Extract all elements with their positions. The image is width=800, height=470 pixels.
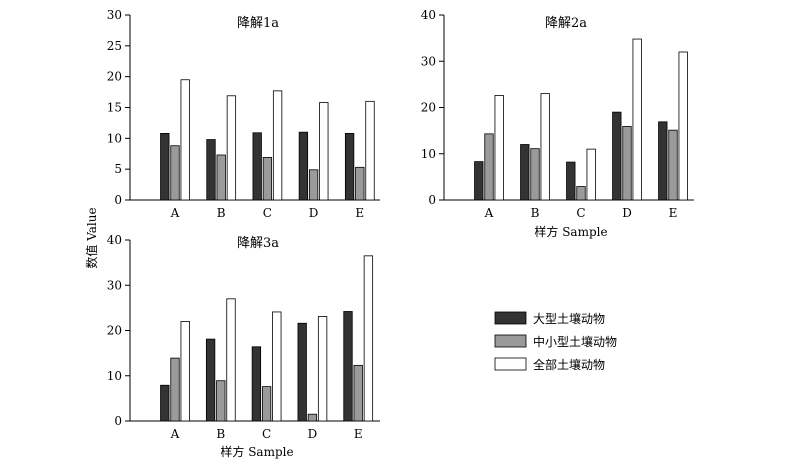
y-tick-label: 40 <box>107 233 122 247</box>
bar-series3-D <box>319 102 329 201</box>
y-tick-label: 0 <box>114 414 122 428</box>
bar-series2-E <box>355 166 365 201</box>
x-axis-label: 样方 Sample <box>534 224 607 239</box>
bar-series2-D <box>308 169 319 201</box>
x-tick-label: D <box>309 206 319 220</box>
bar-series1-B <box>206 139 216 201</box>
x-tick-label: B <box>217 206 226 220</box>
bar-series3-C <box>272 311 282 422</box>
bar-series1-D <box>612 111 622 201</box>
y-tick-label: 10 <box>107 131 122 145</box>
bar-series2-B <box>216 154 226 201</box>
bar-series1-E <box>658 121 668 201</box>
x-tick-label: E <box>355 206 364 220</box>
y-tick-label: 0 <box>428 193 436 207</box>
bar-series1-C <box>566 161 576 201</box>
bar-series2-E <box>353 364 363 422</box>
bar-series1-E <box>343 311 353 422</box>
bar-series3-A <box>494 95 504 201</box>
bar-series1-C <box>251 346 262 422</box>
x-tick-label: E <box>669 206 678 220</box>
x-tick-label: B <box>531 206 540 220</box>
bar-series1-D <box>298 131 309 201</box>
legend-swatch-2 <box>494 334 527 348</box>
x-tick-label: D <box>308 427 318 441</box>
bar-series1-D <box>297 322 307 422</box>
bar-series2-C <box>261 386 272 422</box>
bar-series2-A <box>170 145 180 201</box>
bar-series3-B <box>540 93 550 201</box>
x-tick-label: B <box>216 427 225 441</box>
bar-series2-B <box>530 148 540 201</box>
y-tick-label: 15 <box>107 101 122 115</box>
bar-series1-C <box>252 132 262 201</box>
bar-series2-C <box>262 157 273 201</box>
x-tick-label: D <box>622 206 632 220</box>
x-tick-label: A <box>170 206 180 220</box>
bar-series3-E <box>678 51 688 201</box>
bar-series3-C <box>586 148 596 201</box>
x-tick-label: C <box>262 427 271 441</box>
y-tick-label: 20 <box>107 70 122 84</box>
bar-series1-E <box>344 132 355 201</box>
bar-series2-D <box>307 413 318 422</box>
legend-label: 中小型土壤动物 <box>533 334 617 349</box>
bar-series3-A <box>180 321 190 422</box>
y-tick-label: 5 <box>114 162 122 176</box>
bar-series2-E <box>668 129 678 201</box>
y-tick-label: 20 <box>421 101 436 115</box>
chart-title: 降解1a <box>237 16 279 31</box>
bar-series1-B <box>520 144 530 201</box>
bar-series3-E <box>365 100 375 201</box>
bar-series3-B <box>226 95 237 201</box>
y-tick-label: 10 <box>421 147 436 161</box>
bar-series2-A <box>170 357 180 422</box>
chart-title: 降解3a <box>237 236 279 251</box>
legend-label: 全部土壤动物 <box>533 357 605 372</box>
bar-series3-C <box>272 90 283 201</box>
y-tick-label: 0 <box>114 193 122 207</box>
x-tick-label: A <box>170 427 180 441</box>
x-tick-label: C <box>576 206 585 220</box>
legend-swatch-3 <box>494 357 527 371</box>
y-tick-label: 30 <box>421 54 436 68</box>
legend-swatch-1 <box>494 311 527 325</box>
y-tick-label: 25 <box>107 39 122 53</box>
y-tick-label: 40 <box>421 8 436 22</box>
y-tick-label: 10 <box>107 369 122 383</box>
bar-series3-A <box>180 79 190 201</box>
x-axis-label: 样方 Sample <box>220 444 293 459</box>
bar-series3-E <box>363 255 374 422</box>
bar-series1-A <box>474 161 484 201</box>
y-tick-label: 30 <box>107 278 122 292</box>
bar-series3-D <box>632 38 642 201</box>
chart-title: 降解2a <box>545 16 587 31</box>
bar-series2-B <box>216 380 226 422</box>
bar-series2-A <box>484 133 494 201</box>
y-axis-label: 数值 Value <box>84 207 99 268</box>
bar-series1-A <box>160 384 170 422</box>
bar-series1-A <box>160 132 170 201</box>
x-tick-label: C <box>263 206 272 220</box>
y-tick-label: 30 <box>107 8 122 22</box>
y-tick-label: 20 <box>107 324 122 338</box>
legend-label: 大型土壤动物 <box>533 311 605 326</box>
bar-series1-B <box>205 338 216 422</box>
bar-series2-C <box>576 186 586 201</box>
bar-series2-D <box>622 126 632 201</box>
x-tick-label: A <box>484 206 494 220</box>
bar-series3-B <box>226 298 236 422</box>
bar-series3-D <box>317 316 328 422</box>
x-tick-label: E <box>354 427 363 441</box>
